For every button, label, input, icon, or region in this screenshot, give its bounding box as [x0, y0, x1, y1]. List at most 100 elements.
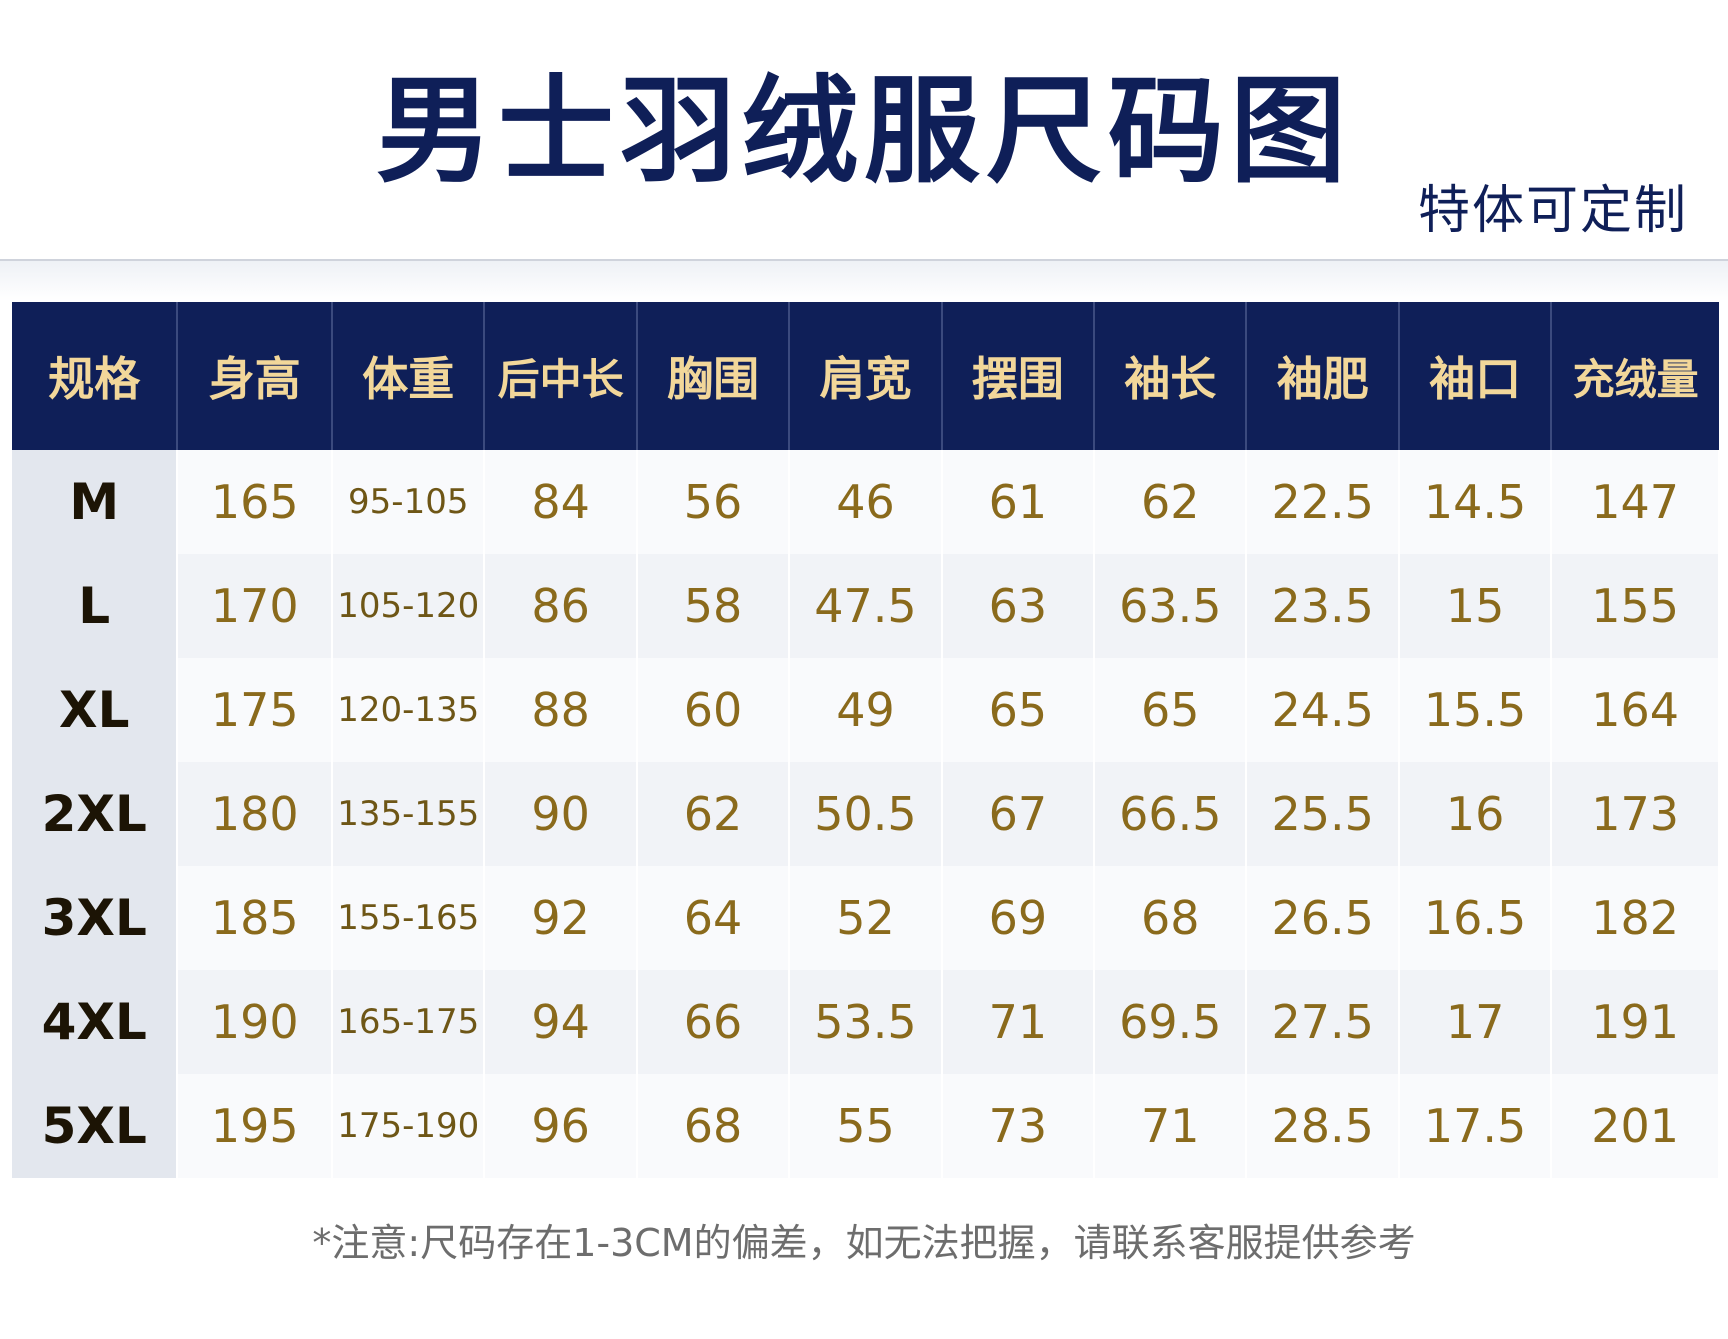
- column-header-back-length: 后中长: [484, 302, 638, 450]
- cell-shoulder: 52: [789, 866, 943, 970]
- cell-shoulder: 53.5: [789, 970, 943, 1074]
- cell-size: 5XL: [12, 1074, 179, 1178]
- cell-chest: 56: [636, 450, 791, 554]
- cell-cuff: 17: [1398, 970, 1553, 1074]
- cell-height: 190: [177, 970, 334, 1074]
- column-header-weight: 体重: [332, 302, 486, 450]
- cell-weight: 175-190: [332, 1074, 486, 1178]
- custom-size-note: 特体可定制: [1417, 181, 1688, 241]
- cell-sleeve-width: 25.5: [1246, 762, 1400, 866]
- cell-cuff: 14.5: [1398, 450, 1553, 554]
- cell-sleeve-width: 22.5: [1246, 450, 1400, 554]
- size-chart-table: 规格 身高 体重 后中长 胸围 肩宽 摆围 袖长 袖肥 袖口 充绒量 M 165 9…: [12, 302, 1720, 1178]
- column-header-down-fill: 充绒量: [1551, 302, 1719, 450]
- cell-size: 3XL: [12, 866, 179, 970]
- cell-chest: 58: [636, 554, 791, 658]
- column-header-cuff: 袖口: [1398, 302, 1553, 450]
- cell-chest: 62: [636, 762, 791, 866]
- cell-down-fill: 182: [1551, 866, 1720, 970]
- column-header-sleeve-length: 袖长: [1094, 302, 1248, 450]
- column-header-sleeve-width: 袖肥: [1246, 302, 1400, 450]
- cell-shoulder: 47.5: [789, 554, 943, 658]
- cell-chest: 68: [636, 1074, 791, 1178]
- cell-back-length: 88: [484, 658, 638, 762]
- cell-height: 170: [177, 554, 334, 658]
- table-row: M 165 95-105 84 56 46 61 62 22.5 14.5 147: [12, 450, 1720, 554]
- table-row: 3XL 185 155-165 92 64 52 69 68 26.5 16.5 182: [12, 866, 1720, 970]
- column-header-size: 规格: [12, 302, 179, 450]
- cell-hem: 69: [941, 866, 1096, 970]
- cell-sleeve-length: 63.5: [1094, 554, 1248, 658]
- table-header-row: 规格 身高 体重 后中长 胸围 肩宽 摆围 袖长 袖肥 袖口 充绒量: [12, 302, 1719, 450]
- table-row: 4XL 190 165-175 94 66 53.5 71 69.5 27.5 17 191: [12, 970, 1720, 1074]
- cell-weight: 95-105: [332, 450, 486, 554]
- cell-weight: 105-120: [332, 554, 486, 658]
- cell-sleeve-length: 66.5: [1094, 762, 1248, 866]
- cell-shoulder: 50.5: [789, 762, 943, 866]
- cell-size: 4XL: [12, 970, 179, 1074]
- cell-size: XL: [12, 658, 179, 762]
- cell-height: 180: [177, 762, 334, 866]
- table-row: 2XL 180 135-155 90 62 50.5 67 66.5 25.5 16 173: [12, 762, 1720, 866]
- header-divider: [0, 259, 1728, 261]
- cell-back-length: 92: [484, 866, 638, 970]
- cell-hem: 67: [941, 762, 1096, 866]
- cell-back-length: 86: [484, 554, 638, 658]
- cell-sleeve-length: 65: [1094, 658, 1248, 762]
- cell-hem: 61: [941, 450, 1096, 554]
- cell-sleeve-length: 71: [1094, 1074, 1248, 1178]
- column-header-chest: 胸围: [636, 302, 791, 450]
- table-row: L 170 105-120 86 58 47.5 63 63.5 23.5 15 155: [12, 554, 1720, 658]
- cell-sleeve-length: 69.5: [1094, 970, 1248, 1074]
- cell-shoulder: 49: [789, 658, 943, 762]
- cell-size: M: [12, 450, 179, 554]
- cell-sleeve-width: 27.5: [1246, 970, 1400, 1074]
- cell-down-fill: 147: [1551, 450, 1720, 554]
- cell-sleeve-width: 28.5: [1246, 1074, 1400, 1178]
- cell-down-fill: 201: [1551, 1074, 1720, 1178]
- cell-weight: 135-155: [332, 762, 486, 866]
- cell-chest: 60: [636, 658, 791, 762]
- cell-height: 175: [177, 658, 334, 762]
- cell-sleeve-width: 23.5: [1246, 554, 1400, 658]
- table-row: 5XL 195 175-190 96 68 55 73 71 28.5 17.5 201: [12, 1074, 1720, 1178]
- cell-size: L: [12, 554, 179, 658]
- cell-height: 195: [177, 1074, 334, 1178]
- size-deviation-note: *注意:尺码存在1-3CM的偏差，如无法把握，请联系客服提供参考: [312, 1221, 1416, 1265]
- cell-hem: 63: [941, 554, 1096, 658]
- cell-weight: 165-175: [332, 970, 486, 1074]
- cell-chest: 66: [636, 970, 791, 1074]
- cell-hem: 71: [941, 970, 1096, 1074]
- cell-cuff: 15: [1398, 554, 1553, 658]
- cell-weight: 155-165: [332, 866, 486, 970]
- table-row: XL 175 120-135 88 60 49 65 65 24.5 15.5 164: [12, 658, 1720, 762]
- cell-sleeve-length: 68: [1094, 866, 1248, 970]
- cell-down-fill: 173: [1551, 762, 1720, 866]
- cell-weight: 120-135: [332, 658, 486, 762]
- cell-chest: 64: [636, 866, 791, 970]
- cell-back-length: 96: [484, 1074, 638, 1178]
- cell-down-fill: 164: [1551, 658, 1720, 762]
- cell-shoulder: 55: [789, 1074, 943, 1178]
- cell-shoulder: 46: [789, 450, 943, 554]
- column-header-hem: 摆围: [941, 302, 1096, 450]
- cell-sleeve-width: 26.5: [1246, 866, 1400, 970]
- cell-cuff: 17.5: [1398, 1074, 1553, 1178]
- cell-sleeve-width: 24.5: [1246, 658, 1400, 762]
- cell-down-fill: 155: [1551, 554, 1720, 658]
- cell-sleeve-length: 62: [1094, 450, 1248, 554]
- cell-cuff: 15.5: [1398, 658, 1553, 762]
- column-header-shoulder: 肩宽: [789, 302, 943, 450]
- column-header-height: 身高: [177, 302, 334, 450]
- cell-size: 2XL: [12, 762, 179, 866]
- cell-hem: 73: [941, 1074, 1096, 1178]
- cell-back-length: 94: [484, 970, 638, 1074]
- cell-cuff: 16.5: [1398, 866, 1553, 970]
- cell-down-fill: 191: [1551, 970, 1720, 1074]
- cell-height: 185: [177, 866, 334, 970]
- page-title: 男士羽绒服尺码图: [376, 64, 1352, 199]
- cell-cuff: 16: [1398, 762, 1553, 866]
- cell-hem: 65: [941, 658, 1096, 762]
- cell-height: 165: [177, 450, 334, 554]
- cell-back-length: 90: [484, 762, 638, 866]
